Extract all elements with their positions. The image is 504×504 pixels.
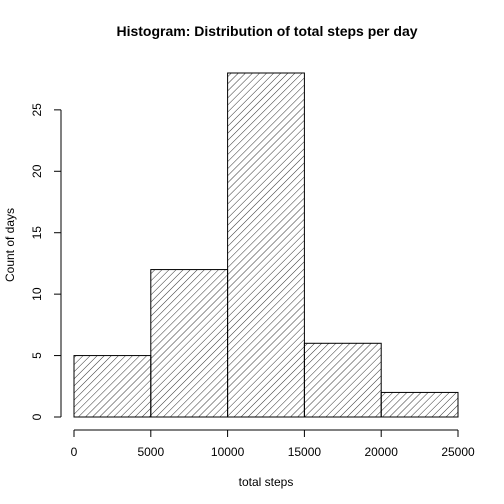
x-tick-label: 20000 bbox=[365, 445, 399, 459]
x-axis: 0 5000 10000 15000 20000 25000 bbox=[71, 429, 475, 459]
x-tick-label: 15000 bbox=[288, 445, 322, 459]
histogram-bar-1 bbox=[73, 355, 152, 418]
histogram-bar-4 bbox=[303, 342, 382, 418]
y-axis: 0 5 10 15 20 25 bbox=[30, 103, 62, 420]
x-tick-label: 0 bbox=[71, 445, 78, 459]
y-tick-label: 25 bbox=[30, 103, 44, 117]
y-tick-label: 0 bbox=[30, 413, 44, 420]
y-tick-label: 15 bbox=[30, 226, 44, 240]
x-tick-label: 10000 bbox=[211, 445, 245, 459]
x-axis-label: total steps bbox=[239, 475, 294, 489]
histogram-bar-3 bbox=[227, 72, 305, 418]
y-axis-label: Count of days bbox=[3, 208, 17, 282]
y-tick-label: 5 bbox=[30, 352, 44, 359]
histogram-bar-5 bbox=[380, 391, 459, 418]
chart-title: Histogram: Distribution of total steps p… bbox=[116, 23, 417, 39]
histogram-bar-2 bbox=[150, 269, 229, 418]
y-tick-label: 20 bbox=[30, 164, 44, 178]
x-tick-label: 25000 bbox=[441, 445, 475, 459]
bars-group bbox=[73, 72, 459, 418]
y-tick-label: 10 bbox=[30, 287, 44, 301]
x-tick-label: 5000 bbox=[137, 445, 164, 459]
